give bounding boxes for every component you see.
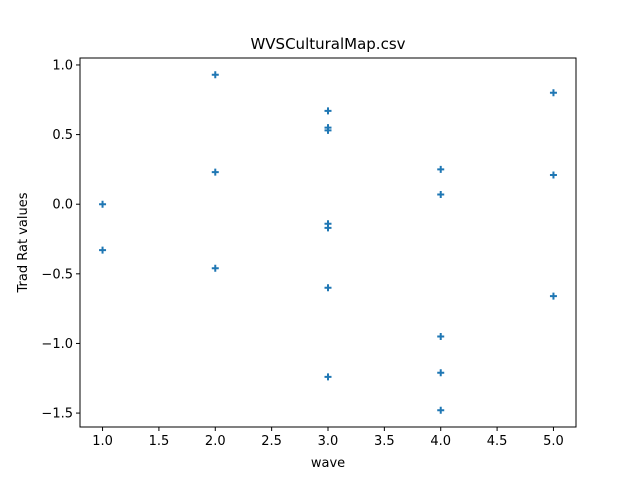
x-axis-ticks: 1.0 1.5 2.0 2.5 3.0 3.5 4.0 4.5 5.0 bbox=[92, 427, 564, 449]
y-tick-label: 0.5 bbox=[52, 128, 73, 143]
y-tick-label: 1.0 bbox=[52, 58, 73, 73]
x-tick-label: 1.0 bbox=[92, 434, 113, 449]
data-point-marker bbox=[437, 369, 445, 377]
x-tick-label: 3.0 bbox=[318, 434, 339, 449]
data-point-marker bbox=[549, 89, 557, 97]
chart-title: WVSCulturalMap.csv bbox=[250, 35, 405, 53]
data-point-marker bbox=[324, 373, 332, 381]
y-tick-label: −1.0 bbox=[41, 337, 73, 352]
data-point-marker bbox=[549, 292, 557, 300]
y-tick-label: 0.0 bbox=[52, 198, 73, 213]
data-point-marker bbox=[99, 246, 107, 254]
data-point-marker bbox=[324, 107, 332, 115]
x-tick-label: 4.5 bbox=[487, 434, 508, 449]
y-tick-label: −1.5 bbox=[41, 407, 73, 422]
x-tick-label: 5.0 bbox=[543, 434, 564, 449]
x-tick-label: 3.5 bbox=[374, 434, 395, 449]
x-tick-label: 2.5 bbox=[261, 434, 282, 449]
data-point-marker bbox=[324, 224, 332, 232]
data-points bbox=[99, 71, 557, 414]
data-point-marker bbox=[99, 200, 107, 208]
data-point-marker bbox=[549, 171, 557, 179]
x-axis-label: wave bbox=[311, 456, 345, 471]
x-tick-label: 2.0 bbox=[205, 434, 226, 449]
x-tick-label: 4.0 bbox=[430, 434, 451, 449]
data-point-marker bbox=[437, 190, 445, 198]
plot-area-frame bbox=[79, 57, 577, 428]
data-point-marker bbox=[211, 168, 219, 176]
y-axis-label: Trad Rat values bbox=[16, 192, 31, 293]
data-point-marker bbox=[324, 126, 332, 134]
data-point-marker bbox=[437, 165, 445, 173]
y-axis-ticks: 1.0 0.5 0.0 −0.5 −1.0 −1.5 bbox=[41, 58, 80, 422]
data-point-marker bbox=[211, 71, 219, 79]
data-point-marker bbox=[211, 264, 219, 272]
data-point-marker bbox=[437, 332, 445, 340]
x-tick-label: 1.5 bbox=[149, 434, 170, 449]
data-point-marker bbox=[324, 284, 332, 292]
y-tick-label: −0.5 bbox=[41, 267, 73, 282]
data-point-marker bbox=[437, 406, 445, 414]
